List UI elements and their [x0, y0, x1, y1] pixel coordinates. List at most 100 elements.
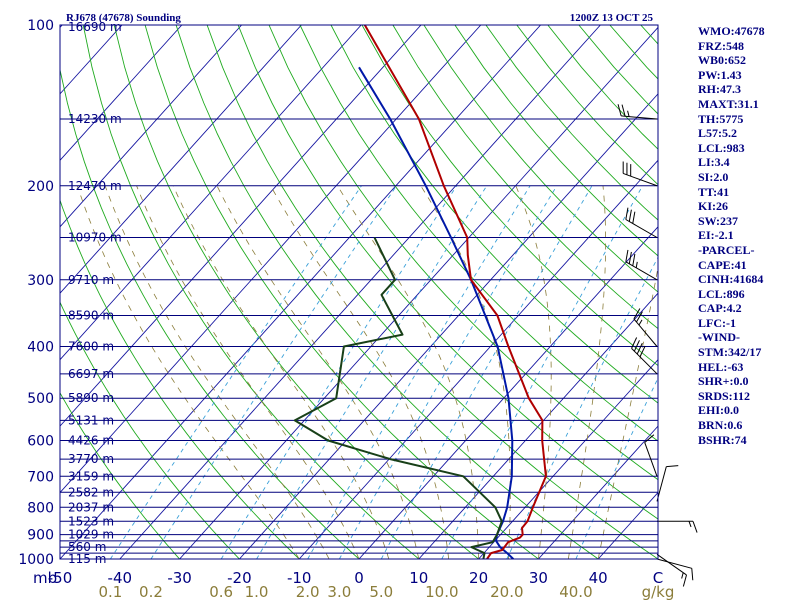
index-row: SHR+:0.0: [698, 374, 749, 389]
wind-barb: [633, 308, 658, 347]
temp-tick-label: -40: [108, 569, 133, 587]
index-row: -WIND-: [698, 330, 740, 345]
height-label: 2582 m: [68, 485, 114, 499]
isotherm: [538, 425, 658, 559]
index-row: TT:41: [698, 184, 730, 199]
index-row: HEL:-63: [698, 359, 744, 374]
mixing-ratio-line: [220, 185, 458, 559]
wind-barb: [656, 465, 679, 502]
index-row: PW:1.43: [698, 67, 742, 82]
index-row: SW:237: [698, 213, 739, 228]
wind-feather: [617, 104, 622, 117]
wind-feather: [628, 251, 632, 264]
index-row: BSHR:74: [698, 432, 747, 447]
index-row: EHI:0.0: [698, 403, 740, 418]
index-row: SRDS:112: [698, 388, 751, 403]
pressure-tick-label: 300: [27, 273, 54, 289]
temperature-trace: [363, 25, 547, 559]
wind-feather: [628, 209, 632, 222]
wind-staff: [633, 318, 658, 347]
isotherm: [60, 25, 183, 162]
wind-feather: [621, 104, 626, 117]
wind-feather: [636, 342, 643, 355]
mixing-ratio-tick-label: 5.0: [369, 583, 393, 600]
index-row: STM:342/17: [698, 345, 762, 360]
wind-feather: [632, 253, 636, 266]
mixing-ratio-tick-label: g/kg: [642, 583, 675, 600]
wind-feather: [625, 249, 629, 262]
pressure-tick-label: 1000: [18, 552, 54, 568]
wind-barb: [644, 434, 658, 477]
wind-feather: [688, 521, 692, 528]
wind-barbs: [617, 104, 698, 587]
height-label: 14230 m: [68, 112, 122, 126]
grid-layer: [0, 25, 658, 559]
wind-barb: [656, 558, 694, 581]
height-label: 8590 m: [68, 309, 114, 323]
moist-adiabat: [104, 185, 330, 559]
temp-tick-label: -50: [48, 569, 73, 587]
wind-staff: [656, 553, 687, 576]
temp-tick-label: 10: [409, 569, 428, 587]
x-axis-unit-label: mb: [33, 569, 57, 587]
wind-feather: [635, 311, 643, 323]
index-row: TH:5775: [698, 111, 744, 126]
dry-adiabat: [82, 25, 420, 559]
index-row: LI:3.4: [698, 155, 730, 170]
index-row: FRZ:548: [698, 38, 744, 53]
pressure-tick-label: 800: [27, 500, 54, 516]
index-row: WB0:652: [698, 53, 746, 68]
isotherm: [60, 25, 422, 427]
wind-barb: [656, 553, 687, 587]
moist-adiabat: [420, 185, 511, 559]
height-label: 560 m: [68, 540, 106, 554]
index-row: KI:26: [698, 199, 728, 214]
pressure-tick-label: 900: [27, 528, 54, 544]
index-row: CAP:4.2: [698, 301, 742, 316]
moist-adiabat: [515, 185, 552, 559]
wind-staff: [621, 115, 658, 120]
mixing-ratio-tick-label: 0.6: [209, 583, 233, 600]
dewpoint-trace: [293, 237, 503, 559]
isotherm: [60, 25, 242, 228]
plot-frame: [59, 24, 659, 560]
moist-adiabat: [270, 185, 450, 559]
index-row: LCL:896: [698, 286, 745, 301]
height-label: 4426 m: [68, 434, 114, 448]
mixing-ratio-tick-label: 1.0: [245, 583, 269, 600]
wind-feather: [681, 572, 684, 579]
wind-feather: [633, 308, 641, 320]
indices-panel: WMO:47678 FRZ:548 WB0:652 PW:1.43 RH:47.3 MAX…: [698, 24, 798, 447]
temp-tick-label: -10: [287, 569, 312, 587]
index-row: SI:2.0: [698, 169, 729, 184]
height-label: 12470 m: [68, 179, 122, 193]
isotherm: [60, 25, 482, 494]
wind-feather: [625, 207, 629, 220]
index-row: LCL:983: [698, 140, 745, 155]
isotherm: [0, 25, 2, 559]
mixing-ratio-line: [110, 185, 362, 559]
wind-feather: [691, 568, 694, 581]
valid-time: 1200Z 13 OCT 25: [570, 12, 654, 24]
moist-adiabat: [567, 185, 606, 559]
mixing-ratio-tick-label: 10.0: [425, 583, 458, 600]
parcel-trace: [358, 66, 514, 559]
height-label: 2037 m: [68, 500, 114, 514]
wind-staff: [623, 172, 658, 187]
isotherm: [418, 292, 658, 559]
mixing-ratio-line: [307, 185, 531, 559]
mixing-ratio-line: [380, 185, 593, 559]
height-label: 3159 m: [68, 469, 114, 483]
mixing-ratio-tick-label: 2.0: [296, 583, 320, 600]
pressure-tick-label: 100: [27, 18, 54, 34]
isotherm: [60, 25, 541, 559]
wind-barb: [625, 207, 658, 238]
mixing-ratio-tick-label: 20.0: [490, 583, 523, 600]
index-row: L57:5.2: [698, 126, 737, 141]
height-label: 1523 m: [68, 514, 114, 528]
temp-tick-label: C: [653, 569, 663, 587]
mixing-ratio-tick-label: 40.0: [559, 583, 592, 600]
height-label: 9710 m: [68, 273, 114, 287]
index-row: BRN:0.6: [698, 418, 743, 433]
